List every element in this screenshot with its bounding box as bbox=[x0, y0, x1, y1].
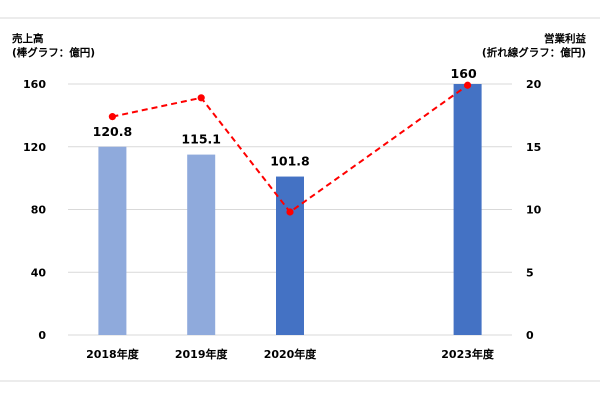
left-tick-0: 0 bbox=[38, 329, 46, 342]
bar-label-1: 115.1 bbox=[181, 132, 221, 147]
bar-1 bbox=[187, 154, 216, 335]
x-tick-2: 2020年度 bbox=[264, 347, 318, 361]
data-labels: 120.8 115.1 101.8 160 bbox=[93, 66, 477, 169]
x-tick-4: 2023年度 bbox=[441, 347, 495, 361]
left-axis-title-line1: 売上高 bbox=[12, 33, 44, 45]
left-axis-ticks: 0 40 80 120 160 bbox=[23, 78, 46, 342]
operating-profit-line bbox=[108, 81, 472, 216]
right-tick-0: 0 bbox=[526, 329, 534, 342]
bar-0 bbox=[98, 146, 127, 335]
left-tick-3: 120 bbox=[23, 141, 46, 154]
left-axis-title: 売上高 (棒グラフ：億円) bbox=[12, 32, 95, 60]
right-axis-title-line2: (折れ線グラフ：億円) bbox=[481, 47, 586, 59]
right-tick-3: 15 bbox=[526, 141, 541, 154]
bars bbox=[98, 84, 482, 335]
profit-point-0 bbox=[108, 113, 116, 121]
right-axis-title: 営業利益 (折れ線グラフ：億円) bbox=[482, 32, 586, 60]
bar-label-4: 160 bbox=[451, 66, 477, 81]
left-tick-2: 80 bbox=[31, 204, 47, 217]
x-tick-0: 2018年度 bbox=[86, 347, 140, 361]
right-tick-4: 20 bbox=[526, 78, 542, 91]
profit-line-path bbox=[112, 84, 469, 214]
x-axis-ticks: 2018年度 2019年度 2020年度 2023年度 bbox=[86, 347, 495, 361]
right-tick-2: 10 bbox=[526, 204, 542, 217]
bar-4 bbox=[453, 84, 482, 335]
profit-point-2 bbox=[286, 208, 294, 216]
profit-point-3 bbox=[464, 81, 472, 89]
right-axis-ticks: 0 5 10 15 20 bbox=[526, 78, 542, 342]
left-axis-title-line2: (棒グラフ：億円) bbox=[12, 47, 96, 59]
right-tick-1: 5 bbox=[526, 266, 534, 279]
bar-2 bbox=[276, 176, 304, 335]
left-tick-4: 160 bbox=[23, 78, 46, 91]
profit-point-1 bbox=[197, 94, 205, 102]
right-axis-title-line1: 営業利益 bbox=[544, 33, 586, 45]
bar-label-0: 120.8 bbox=[93, 124, 133, 139]
x-tick-1: 2019年度 bbox=[175, 347, 229, 361]
left-tick-1: 40 bbox=[31, 266, 47, 279]
bar-label-2: 101.8 bbox=[270, 154, 310, 169]
